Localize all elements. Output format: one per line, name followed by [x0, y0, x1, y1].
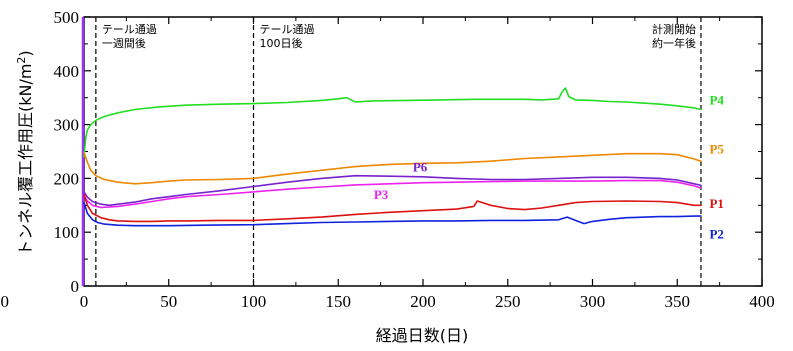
y-tick-label: 0: [71, 277, 80, 296]
series-line-p4: [83, 87, 702, 158]
series-label-p3: P3: [374, 187, 389, 202]
event-annotation: 約一年後: [652, 36, 696, 50]
y-tick-label: 100: [54, 223, 80, 242]
series-line-p1: [83, 193, 702, 223]
y-axis-title-main: トンネル覆工作用圧(kN/m: [16, 64, 35, 256]
series-label-p1: P1: [709, 196, 723, 211]
x-tick-label: 400: [749, 292, 775, 311]
y-axis-title-close: ): [16, 50, 35, 56]
series-line-p2: [83, 201, 702, 227]
event-annotation: テール通過: [102, 23, 157, 36]
plot-frame: [83, 16, 763, 287]
series-label-p2: P2: [709, 227, 723, 242]
x-left-edge-label: 00: [0, 292, 9, 311]
series-line-p3: [83, 179, 702, 209]
event-annotation: テール通過: [260, 23, 315, 36]
x-tick-label: 250: [495, 292, 521, 311]
y-axis-title-superscript: 2: [15, 57, 28, 64]
y-tick-label: 200: [54, 169, 80, 188]
x-tick-label: 100: [241, 292, 267, 311]
series-label-p4: P4: [709, 93, 724, 108]
series-line-p5: [83, 151, 702, 185]
series-line-p6: [83, 174, 702, 207]
y-tick-label: 500: [54, 8, 80, 27]
x-tick-label: 50: [160, 292, 177, 311]
series-label-p5: P5: [709, 142, 724, 157]
x-tick-label: 350: [665, 292, 691, 311]
x-tick-label: 0: [80, 292, 89, 311]
axes-group: 0501001502002503003504000001002003004005…: [0, 8, 775, 311]
y-tick-label: 300: [54, 116, 80, 135]
x-tick-label: 300: [580, 292, 606, 311]
y-axis-title-group: トンネル覆工作用圧(kN/m2): [15, 50, 35, 255]
y-tick-label: 400: [54, 62, 80, 81]
series-group: [83, 87, 702, 227]
x-tick-label: 200: [410, 292, 436, 311]
event-annotation: 100日後: [260, 36, 303, 50]
x-tick-label: 150: [326, 292, 352, 311]
event-annotation: 計測開始: [652, 22, 696, 36]
y-axis-title: トンネル覆工作用圧(kN/m2): [15, 50, 35, 255]
event-annotation: 一週間後: [102, 36, 146, 50]
series-label-p6: P6: [413, 159, 428, 174]
series-labels-group: P4 P5 P6 P3 P1 P2: [374, 93, 725, 242]
x-axis-title: 経過日数(日): [376, 326, 469, 345]
